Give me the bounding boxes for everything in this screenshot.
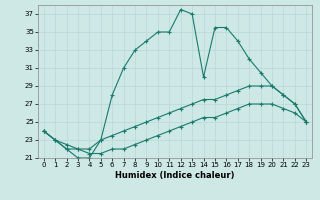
X-axis label: Humidex (Indice chaleur): Humidex (Indice chaleur): [115, 171, 235, 180]
